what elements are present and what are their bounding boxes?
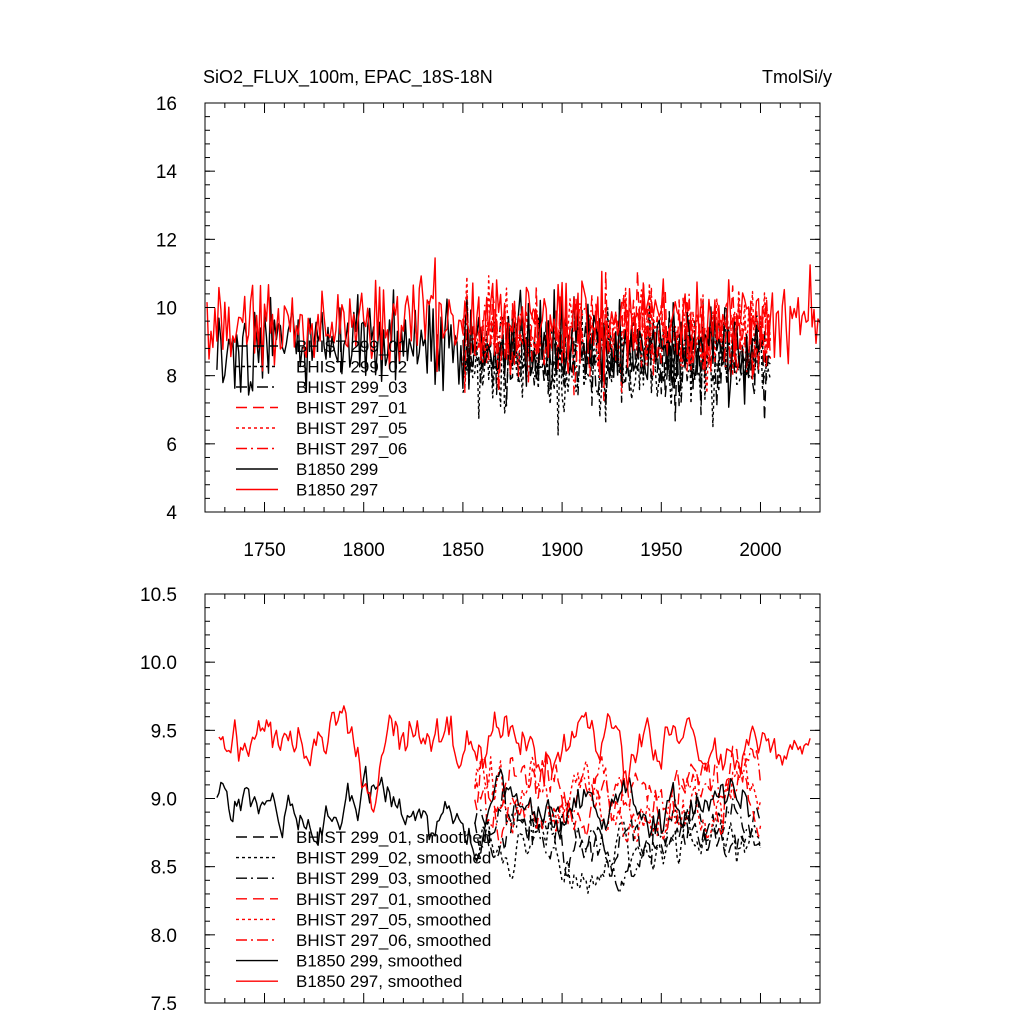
legend-label: BHIST 299_03: [296, 378, 407, 397]
legend-label: BHIST 297_06: [296, 440, 407, 459]
x-tick-label: 2000: [739, 540, 781, 561]
ticks-layer: [205, 593, 820, 1004]
legend-label: BHIST 299_01: [296, 337, 407, 356]
legend-label: BHIST 299_02, smoothed: [296, 849, 491, 868]
y-tick-label: 9.0: [151, 790, 177, 811]
y-tick-label: 7.5: [151, 994, 177, 1015]
y-tick-label: 12: [156, 230, 177, 251]
y-tick-label: 6: [166, 435, 177, 456]
y-tick-label: 10: [156, 299, 177, 320]
chart-title: SiO2_FLUX_100m, EPAC_18S-18N: [203, 67, 493, 88]
ticks-layer: [205, 102, 820, 513]
series-layer: [216, 705, 811, 894]
y-tick-label: 4: [166, 503, 177, 524]
legend-label: B1850 299, smoothed: [296, 952, 462, 971]
x-tick-label: 1800: [343, 540, 385, 561]
legend-label: B1850 297: [296, 481, 378, 500]
y-tick-label: 16: [156, 94, 177, 115]
series-line: [474, 752, 762, 844]
series-line: [216, 289, 762, 408]
legend-label: BHIST 297_05, smoothed: [296, 910, 491, 929]
tick-labels: 1750 1800 1850 1900 1950 2000 4 6 8 10 12 14 16: [156, 94, 782, 561]
legend-label: BHIST 297_01, smoothed: [296, 890, 491, 909]
tick-labels: 7.5 8.0 8.5 9.0 9.5 10.0 10.5: [140, 585, 177, 1015]
y-tick-label: 9.5: [151, 721, 177, 742]
y-tick-label: 10.0: [140, 653, 177, 674]
legend-label: BHIST 297_05: [296, 419, 407, 438]
bottom-panel: 7.5 8.0 8.5 9.0 9.5 10.0 10.5 BHIST 299_01, sm…: [140, 585, 821, 1015]
x-tick-label: 1900: [541, 540, 583, 561]
x-tick-label: 1850: [442, 540, 484, 561]
y-tick-label: 10.5: [140, 585, 177, 606]
y-tick-label: 8.0: [151, 926, 177, 947]
series-line: [474, 747, 762, 845]
series-line: [474, 791, 762, 877]
x-tick-label: 1950: [640, 540, 682, 561]
legend-label: BHIST 299_02: [296, 358, 407, 377]
legend-label: BHIST 299_01, smoothed: [296, 828, 491, 847]
y-tick-label: 8.5: [151, 858, 177, 879]
legend-label: BHIST 299_03, smoothed: [296, 869, 491, 888]
x-tick-label: 1750: [243, 540, 285, 561]
units-label: TmolSi/y: [762, 67, 832, 87]
y-tick-label: 14: [156, 162, 178, 183]
series-line: [474, 786, 762, 894]
y-tick-label: 8: [166, 367, 177, 388]
legend: BHIST 299_01, smoothed BHIST 299_02, smoo…: [236, 828, 491, 991]
top-panel: SiO2_FLUX_100m, EPAC_18S-18N TmolSi/y 17…: [156, 67, 832, 561]
series-line: [206, 257, 821, 379]
legend-label: BHIST 297_01: [296, 399, 407, 418]
series-line: [218, 705, 811, 813]
series-line: [216, 765, 752, 862]
series-layer: [206, 257, 821, 436]
legend-label: B1850 297, smoothed: [296, 972, 462, 991]
legend-label: BHIST 297_06, smoothed: [296, 931, 491, 950]
legend-label: B1850 299: [296, 460, 378, 479]
